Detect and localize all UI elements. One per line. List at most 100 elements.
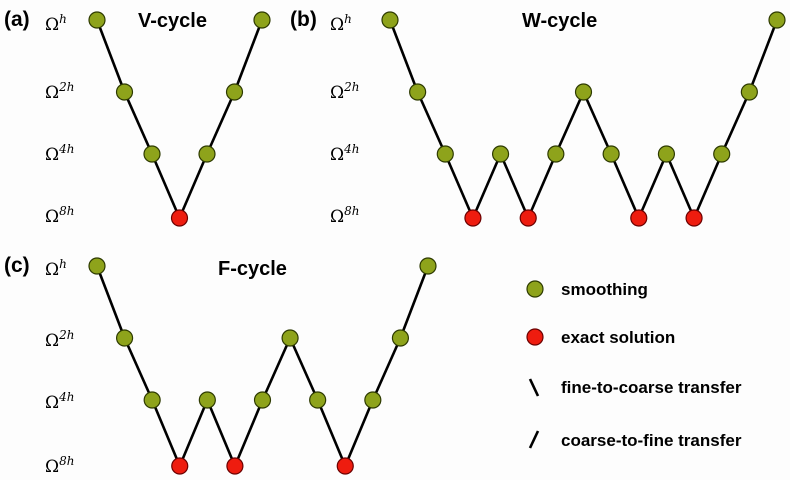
fine-to-coarse-transfer — [150, 153, 181, 219]
legend-exact-label: exact solution — [561, 328, 675, 347]
fine-to-coarse-transfer — [95, 265, 126, 339]
legend: smoothing exact solution fine-to-coarse … — [526, 280, 742, 450]
smoothing-node — [253, 391, 272, 409]
smoothing-node — [740, 83, 758, 101]
level-label-8h: Ω8h — [330, 204, 359, 227]
fine-to-coarse-transfer — [609, 153, 640, 219]
level-label-h: Ωh — [45, 12, 67, 35]
v-cycle-graph — [88, 11, 271, 227]
fine-to-coarse-transfer — [95, 19, 126, 93]
legend-fine-to-coarse-label: fine-to-coarse transfer — [561, 378, 742, 397]
coarse-to-fine-transfer — [471, 153, 502, 219]
exact-solution-node — [170, 209, 189, 227]
smoothing-node — [391, 329, 410, 347]
legend-coarse-to-fine-stroke — [528, 430, 540, 449]
smoothing-node — [768, 11, 786, 29]
panel-b-tag: (b) — [290, 8, 317, 31]
coarse-to-fine-transfer — [527, 153, 558, 219]
level-label-h: Ωh — [45, 257, 67, 280]
level-label-2h: Ω2h — [45, 328, 74, 351]
legend-smoothing-marker — [526, 280, 544, 298]
smoothing-node — [309, 391, 327, 409]
smoothing-node — [115, 329, 134, 347]
smoothing-node — [409, 83, 427, 101]
exact-solution-node — [464, 209, 482, 227]
smoothing-node — [198, 391, 216, 409]
coarse-to-fine-transfer — [748, 19, 779, 93]
exact-solution-node — [519, 209, 537, 227]
smoothing-node — [88, 257, 106, 275]
panel-c-tag: (c) — [4, 254, 30, 277]
smoothing-node — [364, 391, 382, 409]
smoothing-node — [657, 145, 676, 163]
smoothing-node — [491, 145, 510, 163]
legend-fine-to-coarse-stroke — [528, 378, 540, 397]
smoothing-node — [253, 11, 271, 29]
panel-b-levels: Ωh Ω2h Ω4h Ω8h — [330, 12, 359, 227]
coarse-to-fine-transfer — [205, 91, 236, 155]
smoothing-node — [143, 145, 161, 163]
exact-solution-node — [630, 209, 648, 227]
level-label-2h: Ω2h — [45, 80, 74, 103]
smoothing-node — [115, 83, 134, 101]
w-cycle-graph — [381, 11, 786, 227]
exact-solution-node — [226, 457, 244, 475]
f-cycle-graph — [88, 257, 437, 475]
coarse-to-fine-transfer — [233, 19, 264, 93]
panel-b-title: W-cycle — [522, 10, 597, 32]
fine-to-coarse-transfer — [150, 399, 181, 467]
smoothing-node — [602, 145, 620, 163]
level-label-h: Ωh — [330, 12, 352, 35]
level-label-2h: Ω2h — [330, 80, 359, 103]
smoothing-node — [547, 145, 565, 163]
smoothing-node — [419, 257, 437, 275]
coarse-to-fine-transfer — [371, 337, 402, 401]
fine-to-coarse-transfer — [123, 91, 154, 155]
fine-to-coarse-transfer — [416, 91, 447, 155]
exact-solution-node — [685, 209, 703, 227]
panel-a-title: V-cycle — [138, 10, 207, 32]
level-label-4h: Ω4h — [45, 142, 74, 165]
coarse-to-fine-transfer — [178, 399, 209, 467]
smoothing-node — [713, 145, 731, 163]
panel-c-levels: Ωh Ω2h Ω4h Ω8h — [45, 257, 74, 477]
level-label-4h: Ω4h — [45, 390, 74, 413]
fine-to-coarse-transfer — [288, 337, 319, 401]
level-label-8h: Ω8h — [45, 204, 74, 227]
fine-to-coarse-transfer — [316, 399, 347, 467]
legend-exact-marker — [526, 328, 544, 346]
exact-solution-node — [336, 457, 354, 475]
smoothing-node — [143, 391, 161, 409]
smoothing-node — [281, 329, 299, 347]
legend-coarse-to-fine-label: coarse-to-fine transfer — [561, 431, 742, 450]
smoothing-node — [225, 83, 244, 101]
smoothing-node — [381, 11, 399, 29]
legend-smoothing-label: smoothing — [561, 280, 648, 299]
level-label-4h: Ω4h — [330, 142, 359, 165]
coarse-to-fine-transfer — [692, 153, 723, 219]
fine-to-coarse-transfer — [499, 153, 530, 219]
fine-to-coarse-transfer — [123, 337, 154, 401]
level-label-8h: Ω8h — [45, 454, 74, 477]
fine-to-coarse-transfer — [206, 399, 237, 467]
smoothing-node — [198, 145, 216, 163]
coarse-to-fine-transfer — [720, 91, 751, 155]
coarse-to-fine-transfer — [178, 153, 209, 219]
coarse-to-fine-transfer — [233, 399, 264, 467]
coarse-to-fine-transfer — [554, 91, 585, 155]
fine-to-coarse-transfer — [388, 19, 419, 93]
smoothing-node — [574, 83, 593, 101]
fine-to-coarse-transfer — [444, 153, 475, 219]
coarse-to-fine-transfer — [261, 337, 292, 401]
panel-a-tag: (a) — [4, 8, 30, 31]
panel-c-title: F-cycle — [218, 258, 287, 280]
fine-to-coarse-transfer — [665, 153, 696, 219]
exact-solution-node — [171, 457, 189, 475]
coarse-to-fine-transfer — [399, 265, 430, 339]
smoothing-node — [88, 11, 106, 29]
coarse-to-fine-transfer — [344, 399, 375, 467]
fine-to-coarse-transfer — [582, 91, 613, 155]
coarse-to-fine-transfer — [637, 153, 668, 219]
